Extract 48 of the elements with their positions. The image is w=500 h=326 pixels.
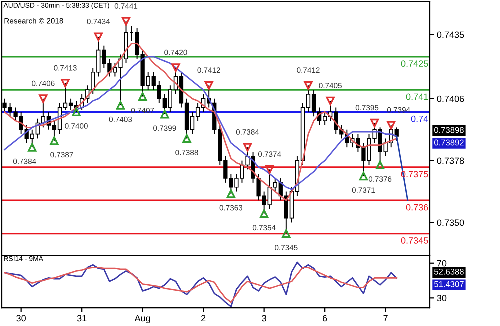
point	[39, 94, 48, 104]
text: 0.73898	[434, 127, 464, 134]
text: 51.4307	[434, 281, 464, 288]
point	[72, 108, 81, 116]
point	[28, 143, 37, 152]
point	[243, 143, 252, 152]
point	[282, 229, 291, 238]
x-tick-label: 3	[262, 315, 266, 322]
text: 52.6388	[434, 268, 464, 275]
point	[260, 210, 269, 218]
point	[226, 190, 236, 198]
x-tick-label: 2	[202, 315, 206, 322]
ref-line-label: 0.741	[406, 94, 428, 100]
line-series	[4, 262, 398, 308]
point	[50, 136, 59, 146]
point	[94, 32, 103, 42]
point	[387, 121, 396, 130]
y-tick-label: 0.7435	[437, 32, 464, 38]
ref-line-label: 0.736	[406, 204, 428, 211]
y-tick-label: 0.7406	[437, 96, 464, 102]
ref-line-label: 0.7425	[401, 60, 428, 68]
y-tick-label: 30	[437, 295, 447, 302]
point	[326, 96, 335, 106]
ref-line-label: 0.7345	[401, 238, 428, 244]
point	[172, 64, 180, 72]
point	[160, 110, 170, 119]
x-tick-label: 30	[16, 315, 26, 322]
line-series	[4, 267, 398, 304]
point	[266, 165, 274, 174]
point	[304, 81, 313, 90]
point	[122, 17, 131, 26]
x-tick-label: 6	[323, 315, 328, 322]
point	[116, 101, 126, 110]
y-tick-label: 0.7350	[437, 220, 464, 226]
text: 0.73892	[434, 140, 464, 146]
point	[138, 92, 148, 102]
y-tick-label: 0.7378	[437, 158, 464, 164]
point	[204, 81, 214, 90]
point	[370, 118, 380, 128]
ref-line-label: 0.74	[411, 116, 428, 122]
point	[359, 172, 368, 181]
point	[376, 160, 385, 170]
x-tick-label: Aug	[134, 315, 150, 324]
x-tick-label: 31	[77, 315, 87, 322]
point	[182, 134, 192, 144]
y-tick-label: 70	[437, 260, 447, 267]
point	[61, 79, 70, 88]
x-tick-label: 7	[384, 315, 388, 322]
